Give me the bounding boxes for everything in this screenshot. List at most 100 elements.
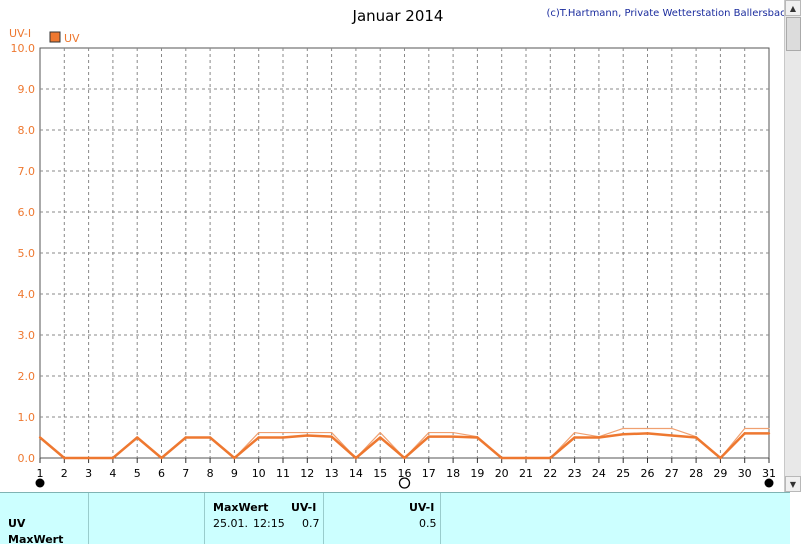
max-value: 0.7 — [302, 517, 320, 530]
x-tick-label: 26 — [641, 467, 655, 480]
scroll-thumb[interactable] — [786, 17, 801, 51]
data-point-uv — [281, 436, 285, 439]
data-point-maxwert — [744, 427, 746, 430]
x-tick-label: 6 — [158, 467, 165, 480]
x-tick-label: 7 — [182, 467, 189, 480]
uv-chart: 0.0 1.0 2.0 3.0 4.0 5.0 6.0 7.0 8.0 9.0 10.0 1 2 3 4 5 6… — [9, 7, 784, 489]
summary-table: UV MaxWert MaxWert UV-I 25.01. 12:15 0.7… — [0, 492, 790, 546]
chart-credit: (c)T.Hartmann, Private Wetterstation Bal… — [546, 8, 784, 19]
x-tick-label: 12 — [300, 467, 314, 480]
data-point-uv — [111, 456, 115, 460]
data-point-uv — [330, 435, 333, 438]
x-tick-label: 3 — [85, 467, 92, 480]
y-axis-label: UV-I — [9, 27, 31, 40]
col-header-maxwert: MaxWert — [213, 501, 269, 514]
x-tick-label: 18 — [446, 467, 460, 480]
data-point-uv — [63, 456, 66, 460]
data-point-uv — [549, 456, 552, 460]
x-tick-label: 15 — [373, 467, 387, 480]
y-tick-label: 4.0 — [18, 288, 36, 301]
data-point-uv — [597, 436, 601, 439]
data-point-maxwert — [622, 427, 624, 430]
x-tick-label: 2 — [61, 467, 68, 480]
y-tick-label: 10.0 — [11, 42, 36, 55]
data-point-uv — [38, 436, 42, 439]
x-tick-label: 4 — [109, 467, 116, 480]
data-point-uv — [524, 456, 528, 460]
table-row-header-cell: UV MaxWert — [0, 493, 89, 546]
row-label-uv: UV — [8, 517, 26, 530]
data-point-uv — [379, 436, 382, 439]
data-point-uv — [306, 434, 309, 437]
data-point-uv — [694, 436, 698, 439]
data-point-uv — [427, 435, 430, 438]
data-point-uv — [622, 433, 625, 436]
data-point-maxwert — [306, 431, 308, 434]
x-tick-label: 1 — [37, 467, 44, 480]
y-tick-label: 6.0 — [18, 206, 36, 219]
x-tick-label: 24 — [592, 467, 606, 480]
data-point-uv — [573, 436, 576, 439]
data-point-maxwert — [379, 431, 381, 434]
y-tick-label: 3.0 — [18, 329, 36, 342]
x-tick-label: 19 — [470, 467, 484, 480]
x-tick-label: 25 — [616, 467, 630, 480]
max-date: 25.01. — [213, 517, 248, 530]
data-point-uv — [257, 436, 260, 439]
x-tick-label: 16 — [398, 467, 412, 480]
legend-label-uv: UV — [64, 32, 80, 45]
data-point-uv — [476, 436, 479, 439]
x-tick-label: 23 — [568, 467, 582, 480]
x-tick-label: 13 — [325, 467, 339, 480]
data-point-maxwert — [452, 431, 454, 434]
data-point-uv — [136, 436, 139, 439]
data-point-uv — [719, 456, 722, 460]
data-point-uv — [767, 432, 771, 435]
scroll-down-icon[interactable]: ▼ — [785, 476, 801, 492]
scroll-up-icon[interactable]: ▲ — [785, 0, 801, 16]
y-tick-label: 2.0 — [18, 370, 36, 383]
data-point-uv — [184, 436, 187, 439]
x-tick-label: 8 — [207, 467, 214, 480]
row-label-maxwert: MaxWert — [8, 533, 64, 546]
chart-title: Januar 2014 — [352, 7, 444, 25]
y-tick-label: 1.0 — [18, 411, 36, 424]
x-tick-label: 30 — [738, 467, 752, 480]
data-point-uv — [160, 456, 163, 460]
y-tick-label: 9.0 — [18, 83, 36, 96]
y-tick-label: 5.0 — [18, 247, 36, 260]
vertical-scrollbar[interactable]: ▲ ▼ — [784, 0, 801, 492]
data-point-uv — [743, 432, 746, 435]
data-point-uv — [451, 435, 455, 438]
new-moon-icon — [764, 478, 774, 488]
data-point-uv — [670, 434, 673, 437]
x-tick-label: 10 — [252, 467, 266, 480]
data-point-uv — [233, 456, 236, 460]
x-tick-label: 31 — [762, 467, 776, 480]
x-tick-label: 29 — [713, 467, 727, 480]
data-point-maxwert — [258, 431, 260, 434]
data-point-uv — [500, 456, 503, 460]
x-tick-label: 27 — [665, 467, 679, 480]
data-point-maxwert — [646, 427, 649, 430]
data-point-uv — [208, 436, 212, 439]
y-tick-label: 0.0 — [18, 452, 36, 465]
x-tick-label: 17 — [422, 467, 436, 480]
x-tick-label: 28 — [689, 467, 703, 480]
full-moon-icon — [398, 477, 411, 489]
avg-value: 0.5 — [419, 517, 437, 530]
x-tick-label: 11 — [276, 467, 290, 480]
x-tick-label: 21 — [519, 467, 533, 480]
col-header-unit: UV-I — [291, 501, 317, 514]
x-tick-label: 5 — [134, 467, 141, 480]
data-point-maxwert — [671, 427, 673, 430]
x-tick-label: 22 — [543, 467, 557, 480]
data-point-uv — [646, 432, 649, 435]
x-tick-label: 20 — [495, 467, 509, 480]
data-point-maxwert — [282, 431, 284, 434]
data-point-uv — [354, 456, 358, 460]
table-avg-cell: UV-I 0.5 — [324, 493, 441, 544]
data-point-maxwert — [428, 431, 430, 434]
legend-swatch-uv — [49, 31, 61, 43]
chart-canvas: 0.01.02.03.04.05.06.07.08.09.010.01 2 3 4 5 6… — [9, 7, 784, 489]
